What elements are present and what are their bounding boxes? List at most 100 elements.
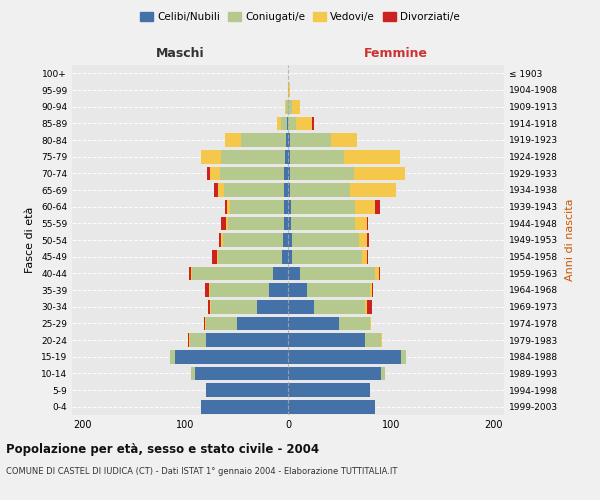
Bar xyxy=(307,283,370,297)
Bar xyxy=(170,350,175,364)
Bar xyxy=(290,133,331,147)
Bar xyxy=(219,233,221,247)
Bar xyxy=(288,333,365,347)
Bar xyxy=(257,300,288,314)
Bar xyxy=(301,266,376,280)
Bar xyxy=(193,266,272,280)
Bar xyxy=(288,366,380,380)
Bar xyxy=(380,366,385,380)
Bar xyxy=(288,200,291,213)
Bar xyxy=(223,233,283,247)
Y-axis label: Anni di nascita: Anni di nascita xyxy=(565,198,575,281)
Bar xyxy=(218,250,282,264)
Bar xyxy=(292,100,301,114)
Bar xyxy=(288,316,340,330)
Bar xyxy=(362,250,367,264)
Bar xyxy=(284,200,288,213)
Text: Femmine: Femmine xyxy=(364,47,428,60)
Bar xyxy=(288,250,292,264)
Bar xyxy=(288,150,290,164)
Bar xyxy=(206,333,288,347)
Bar xyxy=(288,300,314,314)
Bar xyxy=(175,350,288,364)
Bar xyxy=(196,366,288,380)
Bar xyxy=(285,150,288,164)
Bar xyxy=(291,200,355,213)
Bar xyxy=(189,333,190,347)
Bar xyxy=(376,266,379,280)
Bar xyxy=(269,283,288,297)
Bar xyxy=(290,166,354,180)
Bar xyxy=(211,300,257,314)
Bar xyxy=(367,250,368,264)
Bar xyxy=(277,116,281,130)
Bar xyxy=(355,216,367,230)
Bar xyxy=(236,316,288,330)
Bar xyxy=(286,133,288,147)
Bar xyxy=(379,266,380,280)
Bar xyxy=(296,116,311,130)
Bar xyxy=(217,250,218,264)
Bar xyxy=(210,300,211,314)
Bar xyxy=(288,216,291,230)
Bar xyxy=(354,166,405,180)
Bar xyxy=(291,216,355,230)
Bar xyxy=(225,133,241,147)
Bar xyxy=(288,183,290,197)
Bar xyxy=(221,150,285,164)
Bar xyxy=(282,250,288,264)
Bar xyxy=(288,350,401,364)
Bar xyxy=(209,283,210,297)
Bar xyxy=(220,166,284,180)
Bar xyxy=(288,133,290,147)
Bar xyxy=(288,166,290,180)
Bar xyxy=(367,216,368,230)
Bar xyxy=(359,233,367,247)
Bar xyxy=(314,300,365,314)
Bar xyxy=(365,333,380,347)
Bar xyxy=(272,266,288,280)
Bar xyxy=(191,266,193,280)
Bar xyxy=(283,233,288,247)
Bar xyxy=(355,200,376,213)
Bar xyxy=(227,200,230,213)
Bar xyxy=(221,233,223,247)
Bar xyxy=(226,216,229,230)
Bar xyxy=(350,183,396,197)
Legend: Celibi/Nubili, Coniugati/e, Vedovi/e, Divorziati/e: Celibi/Nubili, Coniugati/e, Vedovi/e, Di… xyxy=(136,8,464,26)
Bar xyxy=(281,116,287,130)
Bar xyxy=(200,150,221,164)
Bar xyxy=(401,350,406,364)
Bar xyxy=(288,400,376,413)
Bar xyxy=(288,383,370,397)
Bar xyxy=(203,316,205,330)
Text: Popolazione per età, sesso e stato civile - 2004: Popolazione per età, sesso e stato civil… xyxy=(6,442,319,456)
Bar xyxy=(288,83,290,97)
Bar xyxy=(210,283,269,297)
Bar xyxy=(207,166,210,180)
Bar xyxy=(189,266,191,280)
Bar xyxy=(241,133,286,147)
Bar xyxy=(367,300,373,314)
Bar xyxy=(205,316,206,330)
Bar xyxy=(212,250,217,264)
Text: Maschi: Maschi xyxy=(155,47,205,60)
Bar xyxy=(288,233,292,247)
Bar xyxy=(206,383,288,397)
Bar xyxy=(206,316,236,330)
Bar xyxy=(188,333,189,347)
Y-axis label: Fasce di età: Fasce di età xyxy=(25,207,35,273)
Bar xyxy=(380,333,382,347)
Bar xyxy=(229,216,284,230)
Bar xyxy=(288,116,296,130)
Bar xyxy=(205,283,209,297)
Bar xyxy=(290,183,350,197)
Bar xyxy=(370,283,373,297)
Bar xyxy=(284,183,288,197)
Bar xyxy=(210,166,220,180)
Bar xyxy=(287,116,288,130)
Bar xyxy=(230,200,284,213)
Bar xyxy=(208,300,210,314)
Bar xyxy=(340,316,370,330)
Bar xyxy=(376,200,380,213)
